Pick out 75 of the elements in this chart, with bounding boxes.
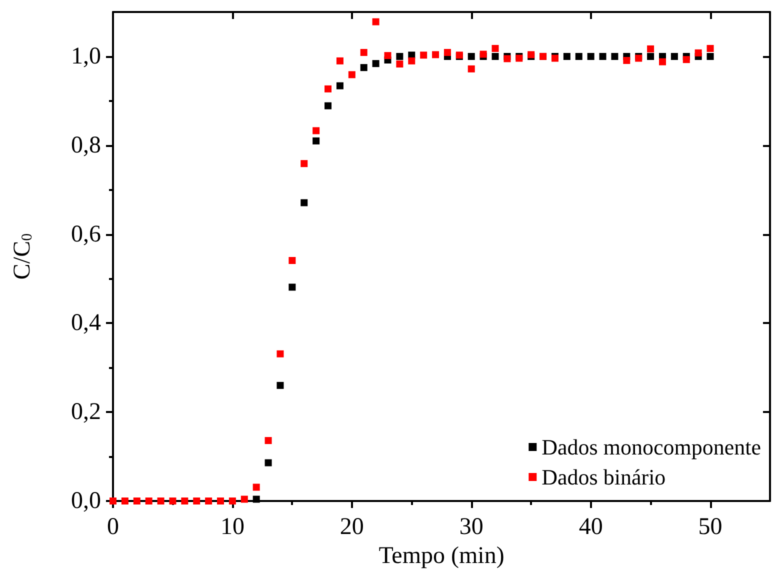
point <box>157 498 164 504</box>
x-tick-label: 50 <box>698 514 722 540</box>
point <box>288 257 296 264</box>
point <box>504 55 511 62</box>
point <box>468 65 475 72</box>
point <box>205 498 212 504</box>
point <box>336 57 344 64</box>
point <box>181 498 188 504</box>
y-axis-title: C/C0 <box>10 233 36 280</box>
x-tick-label: 20 <box>340 514 364 540</box>
x-tick-label: 30 <box>459 514 484 540</box>
point <box>145 498 152 504</box>
y-tick-label: 0,0 <box>71 488 101 514</box>
point <box>468 52 475 60</box>
point <box>110 498 116 504</box>
y-tick-label: 0,8 <box>71 132 101 158</box>
point <box>372 18 380 26</box>
y-tick-label: 0,4 <box>71 310 101 336</box>
point <box>121 498 128 504</box>
point <box>133 498 140 504</box>
point <box>396 52 404 60</box>
point <box>563 52 570 60</box>
point <box>396 60 404 68</box>
point <box>432 51 440 58</box>
legend-label: Dados monocomponente <box>542 434 762 460</box>
point <box>706 52 714 60</box>
point <box>492 44 499 52</box>
point <box>264 459 272 466</box>
y-tick-label: 0,6 <box>71 221 101 248</box>
point <box>492 52 499 60</box>
point <box>670 52 678 60</box>
point <box>228 498 236 504</box>
point <box>288 284 296 291</box>
point <box>300 160 308 168</box>
x-tick-label: 40 <box>578 514 603 540</box>
point <box>408 57 416 64</box>
point <box>312 127 320 134</box>
x-tick-label: 10 <box>220 514 244 540</box>
point <box>599 52 606 60</box>
point <box>360 64 368 72</box>
point <box>324 85 332 92</box>
point <box>240 496 248 503</box>
point <box>623 56 630 64</box>
y-tick-label: 1,0 <box>71 43 101 70</box>
point <box>217 498 224 504</box>
x-tick-label: 0 <box>107 514 119 540</box>
point <box>336 82 344 90</box>
point <box>348 71 356 78</box>
point <box>658 58 666 66</box>
point <box>169 498 176 504</box>
point <box>384 52 392 60</box>
legend-label: Dados binário <box>542 464 666 490</box>
point <box>682 56 690 64</box>
point <box>694 49 702 56</box>
point <box>587 52 594 60</box>
point <box>575 52 582 60</box>
point <box>324 102 332 110</box>
y-tick-label: 0,2 <box>71 399 101 426</box>
point <box>252 484 260 491</box>
point <box>647 52 654 60</box>
point <box>420 52 428 59</box>
point <box>372 60 380 68</box>
point <box>647 45 654 52</box>
x-axis-title: Tempo (min) <box>378 542 504 569</box>
point <box>252 496 260 503</box>
point <box>312 137 320 144</box>
point <box>193 498 200 504</box>
point <box>360 48 368 56</box>
point <box>276 382 284 389</box>
point <box>611 52 618 60</box>
point <box>276 350 284 358</box>
point <box>444 48 451 56</box>
point <box>300 199 308 206</box>
point <box>706 44 714 52</box>
point <box>264 437 272 444</box>
